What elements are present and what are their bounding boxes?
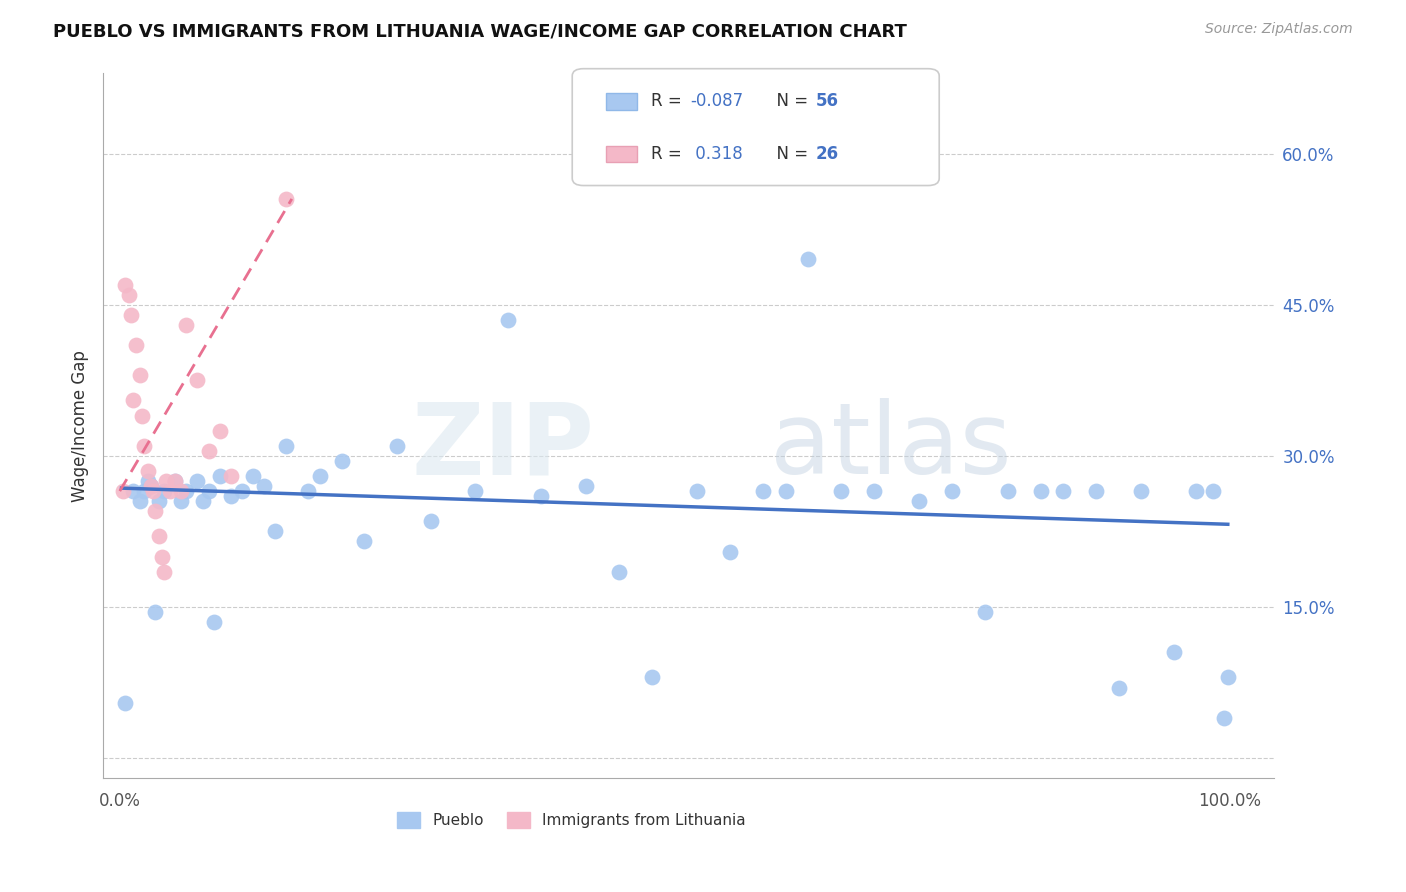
Text: N =: N =: [766, 93, 814, 111]
Point: [308, 469, 330, 483]
Text: R =: R =: [651, 93, 688, 111]
Point: [387, 439, 409, 453]
Point: [686, 484, 709, 499]
Text: atlas: atlas: [770, 398, 1012, 495]
Text: R =: R =: [651, 145, 688, 163]
Point: [208, 424, 231, 438]
Text: -0.087: -0.087: [690, 93, 744, 111]
Point: [219, 489, 242, 503]
Point: [122, 484, 145, 499]
Point: [219, 469, 242, 483]
Text: N =: N =: [766, 145, 814, 163]
Point: [464, 484, 486, 499]
Point: [153, 565, 176, 579]
Point: [419, 514, 441, 528]
Point: [208, 469, 231, 483]
Point: [197, 484, 219, 499]
Point: [330, 454, 353, 468]
Point: [907, 494, 929, 508]
Point: [1163, 645, 1185, 659]
Point: [1218, 671, 1240, 685]
Point: [136, 464, 159, 478]
Point: [153, 484, 176, 499]
Point: [752, 484, 775, 499]
Point: [159, 484, 181, 499]
Point: [202, 615, 225, 629]
Point: [1052, 484, 1074, 499]
Point: [148, 494, 170, 508]
Point: [974, 605, 997, 619]
Point: [197, 443, 219, 458]
Text: Source: ZipAtlas.com: Source: ZipAtlas.com: [1205, 22, 1353, 37]
Point: [139, 479, 162, 493]
Point: [297, 484, 319, 499]
Text: 0.318: 0.318: [690, 145, 744, 163]
Point: [176, 318, 198, 332]
Point: [191, 494, 214, 508]
Point: [134, 439, 156, 453]
Point: [276, 439, 298, 453]
Point: [114, 696, 136, 710]
Point: [120, 308, 142, 322]
Point: [125, 338, 148, 352]
Point: [276, 192, 298, 206]
Point: [641, 671, 664, 685]
Point: [1085, 484, 1108, 499]
Point: [253, 479, 276, 493]
Legend: Pueblo, Immigrants from Lithuania: Pueblo, Immigrants from Lithuania: [391, 805, 752, 834]
Point: [830, 484, 852, 499]
Point: [170, 484, 193, 499]
Text: 26: 26: [815, 145, 838, 163]
Point: [231, 484, 253, 499]
Point: [170, 494, 193, 508]
Point: [1108, 681, 1130, 695]
Point: [114, 277, 136, 292]
Point: [165, 474, 187, 488]
Point: [112, 484, 135, 499]
Point: [1029, 484, 1052, 499]
Point: [530, 489, 553, 503]
Point: [155, 474, 177, 488]
Point: [186, 474, 208, 488]
Point: [1213, 711, 1236, 725]
Point: [718, 544, 741, 558]
Point: [186, 373, 208, 387]
Point: [242, 469, 264, 483]
Point: [142, 484, 165, 499]
Point: [139, 479, 162, 493]
Point: [134, 484, 156, 499]
Y-axis label: Wage/Income Gap: Wage/Income Gap: [72, 350, 89, 501]
Point: [997, 484, 1019, 499]
Text: 56: 56: [815, 93, 838, 111]
Point: [136, 474, 159, 488]
Point: [264, 524, 287, 539]
Point: [1129, 484, 1152, 499]
Point: [122, 393, 145, 408]
Point: [143, 504, 166, 518]
Point: [176, 484, 198, 499]
Point: [797, 252, 820, 267]
Point: [1202, 484, 1225, 499]
Point: [863, 484, 886, 499]
Point: [118, 287, 141, 301]
Text: ZIP: ZIP: [412, 398, 595, 495]
Point: [607, 565, 630, 579]
Point: [575, 479, 598, 493]
Point: [775, 484, 797, 499]
Point: [150, 549, 173, 564]
Point: [1185, 484, 1208, 499]
Point: [128, 494, 150, 508]
Point: [148, 529, 170, 543]
Point: [143, 605, 166, 619]
Point: [941, 484, 963, 499]
Point: [496, 313, 519, 327]
Point: [353, 534, 375, 549]
Point: [131, 409, 153, 423]
Point: [128, 368, 150, 383]
Text: PUEBLO VS IMMIGRANTS FROM LITHUANIA WAGE/INCOME GAP CORRELATION CHART: PUEBLO VS IMMIGRANTS FROM LITHUANIA WAGE…: [53, 22, 907, 40]
Point: [165, 474, 187, 488]
